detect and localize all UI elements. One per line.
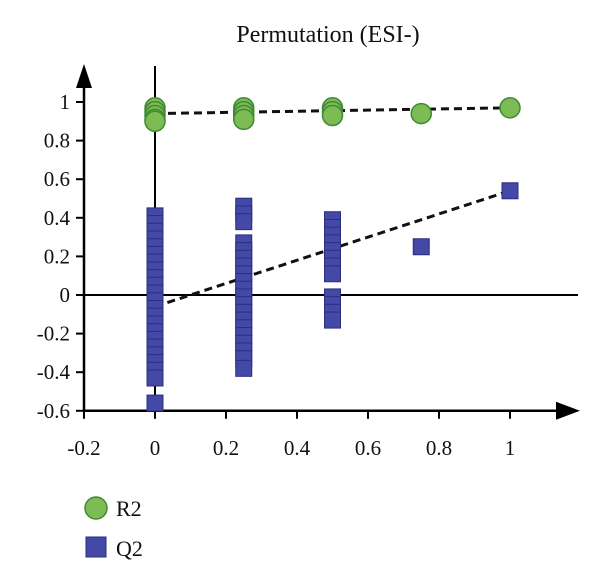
y-axis-arrowhead <box>76 64 92 88</box>
r2-point <box>233 108 255 131</box>
y-tick-label: -0.4 <box>37 360 71 384</box>
q2-point <box>146 369 164 387</box>
x-tick-label: 0.2 <box>213 436 239 460</box>
x-tick-label: 0.6 <box>355 436 381 460</box>
r2-point <box>144 110 166 133</box>
legend-r2-label: R2 <box>116 496 142 521</box>
x-tick-label: 0.8 <box>426 436 452 460</box>
q2-point <box>324 311 341 329</box>
series-r2-points <box>144 97 521 133</box>
x-axis-arrowhead <box>556 401 580 420</box>
y-tick-label: 0.6 <box>44 167 70 191</box>
trendline-r2 <box>154 106 511 116</box>
q2-point <box>235 213 253 231</box>
series-q2-points <box>146 182 519 412</box>
q2-point <box>412 238 430 256</box>
legend: R2 Q2 <box>84 496 143 561</box>
x-tick-label: 1 <box>505 436 516 460</box>
q2-point <box>146 394 164 412</box>
q2-point <box>501 182 519 200</box>
y-tick-label: 1 <box>60 90 71 114</box>
x-tick-label: 0 <box>150 436 161 460</box>
x-tick-label: 0.4 <box>284 436 311 460</box>
y-tick-label: -0.6 <box>37 399 70 423</box>
r2-point <box>410 102 432 125</box>
r2-point <box>321 104 344 127</box>
legend-q2-label: Q2 <box>116 536 143 561</box>
y-tick-label: -0.2 <box>37 322 70 346</box>
tick-labels: -0.2 0 0.2 0.4 0.6 0.8 1 1 0.8 0.6 0.4 0.2 0 -0.2 -0.4… <box>37 90 516 460</box>
y-tick-label: 0.8 <box>44 129 70 153</box>
y-tick-label: 0.4 <box>44 206 71 230</box>
y-tick-label: 0 <box>60 283 71 307</box>
legend-q2-marker <box>85 536 107 558</box>
legend-r2-marker <box>84 496 108 520</box>
r2-point <box>499 97 521 119</box>
y-tick-label: 0.2 <box>44 244 70 268</box>
x-tick-label: -0.2 <box>67 436 100 460</box>
q2-point <box>235 359 253 377</box>
chart-title: Permutation (ESI-) <box>236 22 419 48</box>
q2-point <box>324 265 341 283</box>
